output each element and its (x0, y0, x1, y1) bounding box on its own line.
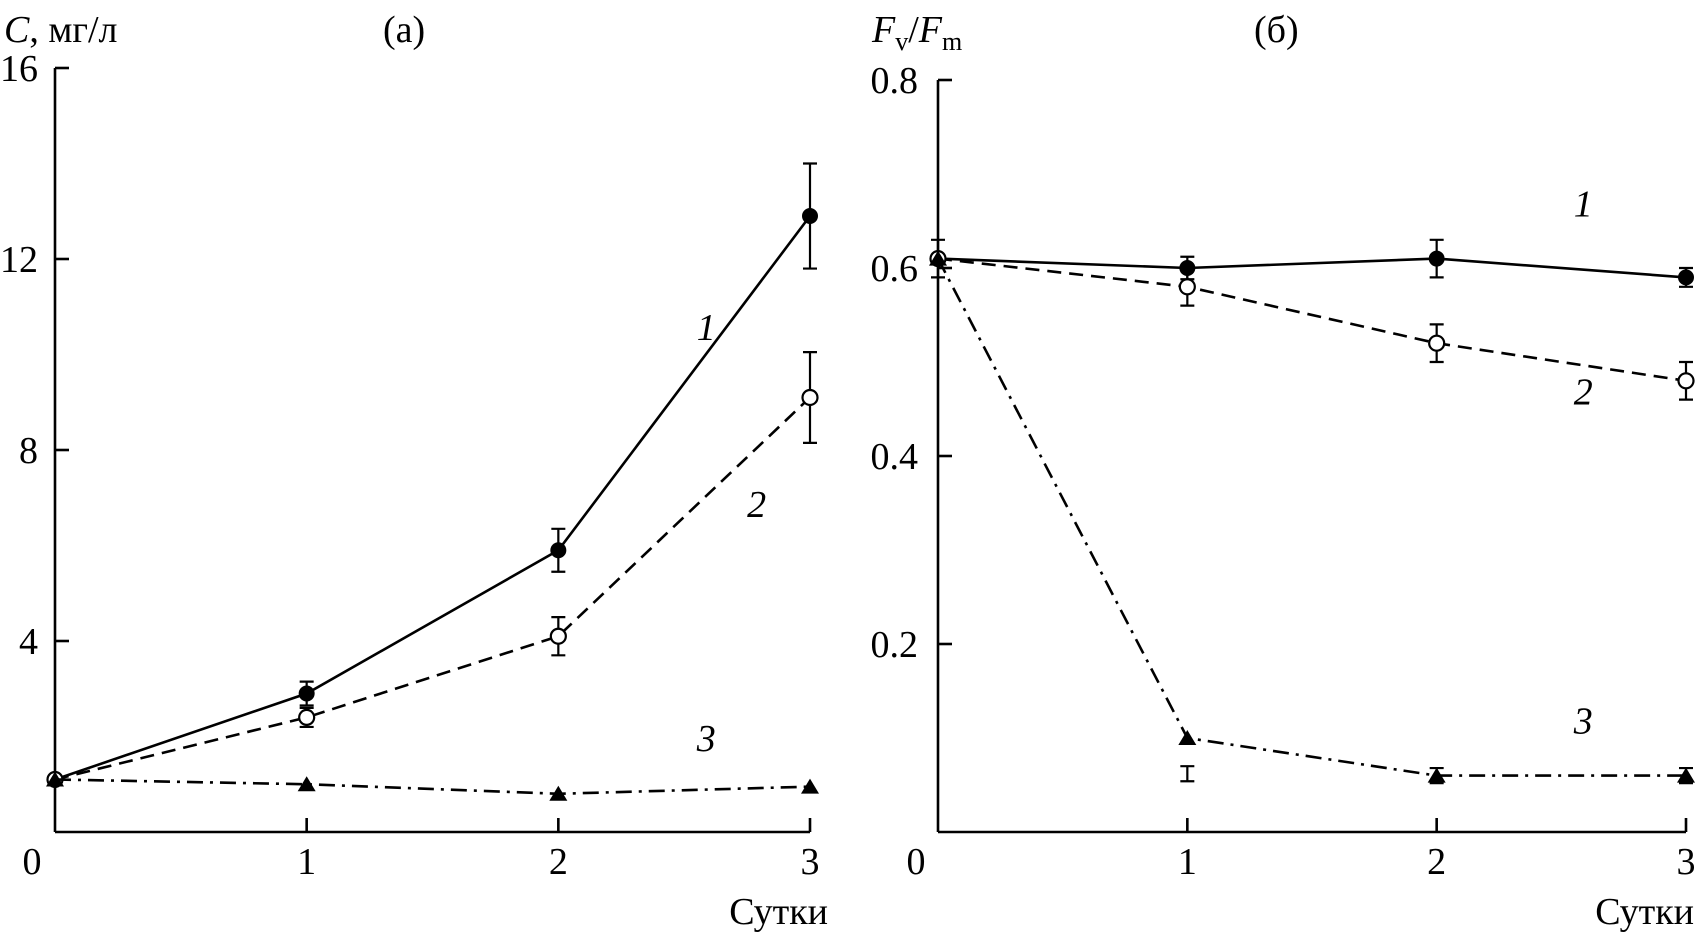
panel-a-curve-label-2: 2 (747, 484, 766, 526)
panel-a-xlabel: Сутки (729, 891, 828, 933)
panel-a-x-tick-label: 2 (549, 841, 568, 883)
panel-a-series-1-point (802, 208, 818, 225)
panel-a-series-1-line (54, 215, 812, 781)
panel-a-y-tick-label: 4 (19, 621, 38, 663)
panel-b-series-2-line (937, 257, 1687, 383)
panel-b-series-3-point (1427, 767, 1446, 783)
panel-a-series-3-line (54, 778, 811, 796)
panel-b-series-3-point (929, 250, 947, 266)
panel-b-series-2-point (1677, 372, 1695, 390)
panel-a-series-2-point (801, 388, 819, 407)
panel-a-curve-label-1: 1 (697, 307, 716, 349)
panel-a-series-1-point (550, 542, 567, 559)
panel-a-y-tick-label: 8 (19, 430, 38, 472)
panel-b-series-1-point (1428, 250, 1445, 267)
panel-b-curve-label-1: 1 (1574, 183, 1593, 225)
panel-a-title: (а) (383, 9, 425, 51)
panel-b-curve-label-3: 3 (1573, 700, 1593, 742)
panel-a-series-3-point (549, 785, 568, 801)
panel-b-origin-label: 0 (907, 841, 926, 883)
panel-b-isolated-error-bar (1180, 765, 1195, 783)
panel-a-origin-label: 0 (23, 841, 42, 883)
panel-b-title: (б) (1254, 9, 1299, 51)
panel-b-x-tick-label: 3 (1677, 841, 1696, 883)
panel-a-series-3-point (297, 776, 316, 792)
panel-a-curve-label-3: 3 (696, 718, 716, 760)
panel-a-ylabel: C, мг/л (4, 9, 118, 51)
panel-a-series-3-point (46, 771, 64, 787)
panel-b-series-3-point (1677, 767, 1695, 783)
panel-b-y-tick-label: 0.8 (871, 60, 919, 102)
panel-b-series-3-point (1178, 730, 1197, 745)
panel-a-y-tick-label: 12 (0, 239, 38, 281)
panel-b-series-3-line (936, 258, 1686, 777)
panel-b-series-1-line (937, 257, 1687, 279)
panel-b-y-tick-label: 0.2 (871, 624, 919, 666)
panel-b-y-tick-label: 0.6 (871, 248, 919, 290)
panel-a-series-3-point (801, 778, 819, 794)
panel-a-series-1-point (298, 685, 315, 702)
panel-b-curve-label-2: 2 (1574, 371, 1593, 413)
panel-a-x-tick-label: 3 (801, 841, 820, 883)
panel-b-series-2-point (1428, 334, 1446, 352)
panel-b-y-tick-label: 0.4 (871, 436, 919, 478)
panel-b-xlabel: Сутки (1595, 891, 1694, 933)
panel-b-series-2-point (1178, 278, 1196, 296)
panel-b-ylabel: Fv/Fm (871, 9, 962, 56)
panel-a-series-2-point (298, 708, 316, 727)
panel-a-series-2-point (549, 627, 567, 645)
panel-b-series-1-point (1678, 269, 1694, 286)
panel-b-x-tick-label: 2 (1427, 841, 1446, 883)
panel-a-x-tick-label: 1 (297, 841, 316, 883)
panel-a-y-tick-label: 16 (0, 48, 38, 90)
panel-b-x-tick-label: 1 (1178, 841, 1197, 883)
